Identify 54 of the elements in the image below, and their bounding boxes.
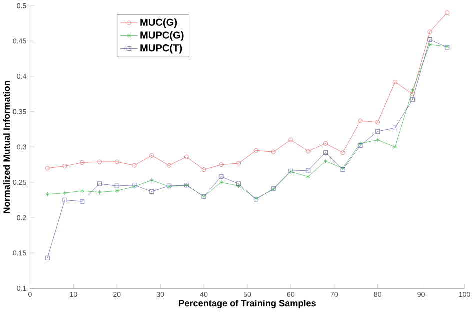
point (45, 256, 50, 260)
point (323, 142, 328, 146)
point (80, 199, 85, 204)
point (184, 154, 189, 160)
point (306, 174, 310, 180)
point (410, 98, 415, 102)
legend-label: MUPC(T) (140, 44, 182, 54)
point (202, 168, 206, 172)
point (323, 150, 328, 156)
point (428, 30, 432, 34)
point (428, 38, 432, 42)
y-axis-title: Normalized Mutual Information (3, 81, 10, 214)
point (63, 190, 67, 196)
legend-label: MUC(G) (140, 18, 178, 28)
point (62, 198, 68, 202)
point (376, 120, 380, 125)
point (376, 130, 380, 134)
point (376, 138, 380, 142)
point (428, 42, 432, 48)
point (114, 184, 120, 188)
point (358, 118, 363, 124)
point (410, 88, 415, 93)
point (358, 142, 362, 146)
point (150, 178, 154, 183)
point (115, 188, 120, 194)
point (167, 163, 172, 168)
point (150, 154, 154, 158)
point (80, 160, 85, 166)
point (98, 182, 102, 186)
point (62, 164, 68, 169)
point (306, 149, 311, 154)
point (98, 160, 102, 164)
point (150, 190, 154, 194)
point (324, 159, 328, 164)
point (219, 162, 224, 168)
point (98, 190, 102, 195)
point (393, 80, 398, 84)
point (393, 126, 398, 130)
point (254, 148, 258, 154)
point (236, 161, 242, 166)
point (393, 145, 398, 150)
point (306, 168, 311, 173)
point (219, 174, 224, 180)
x-axis-title: Percentage of Training Samples (179, 300, 316, 309)
point (132, 163, 137, 168)
point (288, 138, 294, 142)
point (340, 150, 346, 156)
point (271, 150, 276, 154)
point (114, 160, 120, 164)
point (219, 180, 224, 185)
point (358, 144, 363, 148)
legend-label: MUPC(G) (140, 32, 184, 41)
point (80, 188, 84, 194)
point (410, 92, 415, 96)
